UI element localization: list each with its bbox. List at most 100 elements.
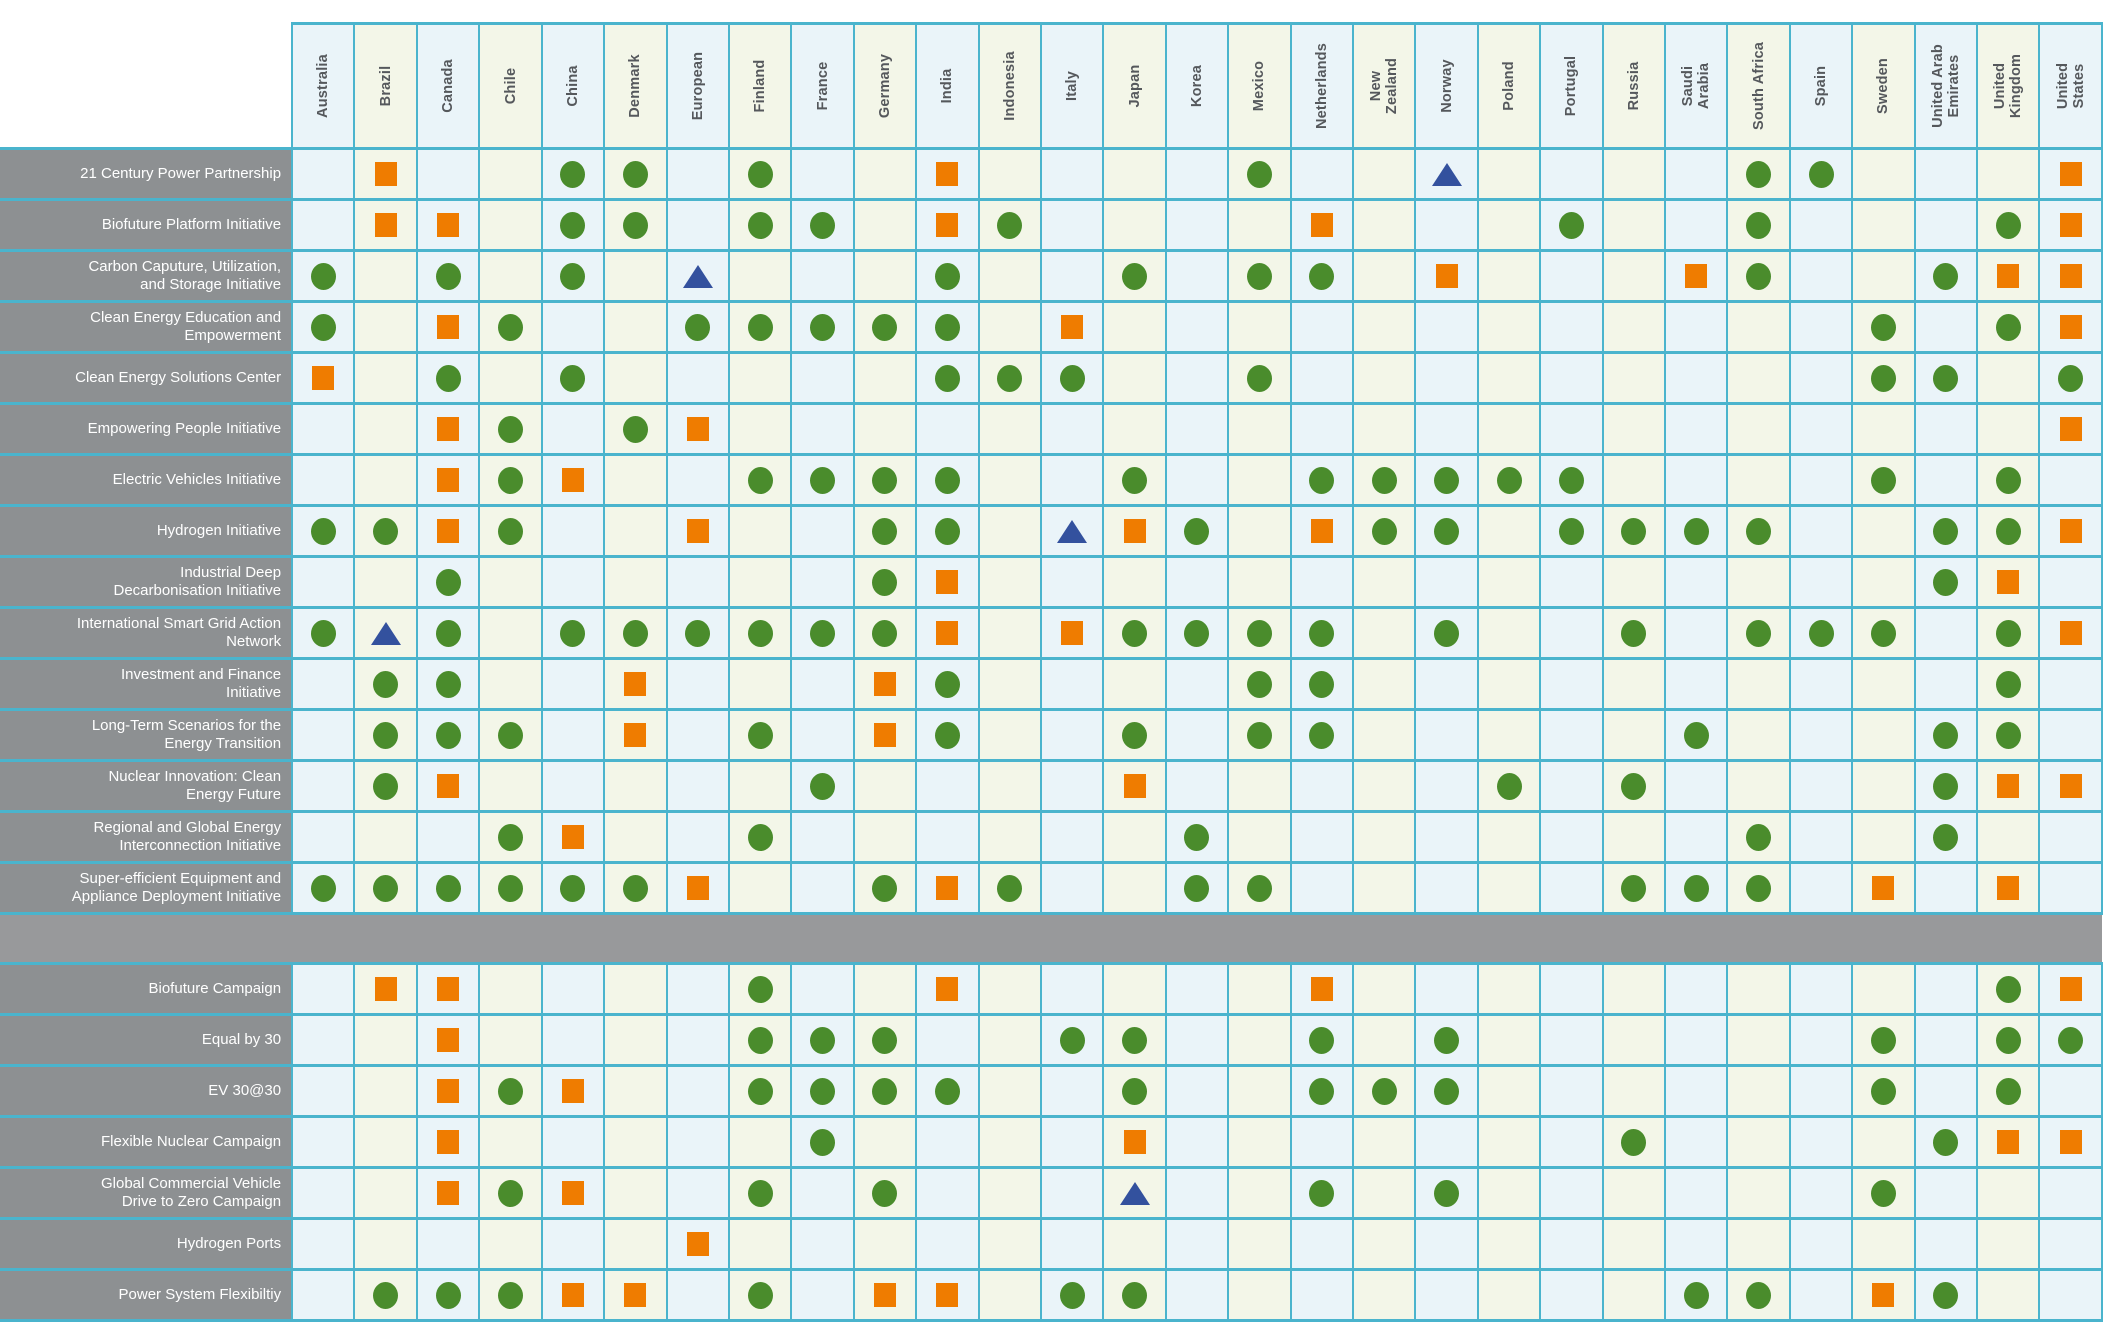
cell (1851, 658, 1915, 711)
row-label-equal-by-30: Equal by 30 (0, 1014, 293, 1067)
column-header-mexico: Mexico (1227, 22, 1291, 150)
cell (727, 556, 792, 609)
cell (415, 148, 480, 201)
square-marker (1435, 264, 1458, 288)
cell (540, 1065, 605, 1118)
cell (915, 607, 979, 660)
cell (1414, 1065, 1478, 1118)
cell (1351, 199, 1416, 252)
circle-marker (1746, 262, 1772, 290)
cell (915, 963, 979, 1016)
cell (291, 658, 355, 711)
cell (1539, 862, 1603, 915)
circle-marker (435, 670, 461, 698)
cell (1227, 1167, 1291, 1220)
cell (353, 760, 417, 813)
cell (727, 607, 792, 660)
cell (291, 1218, 355, 1271)
cell (540, 199, 605, 252)
square-marker (1310, 213, 1333, 237)
cell (1351, 658, 1416, 711)
cell (1539, 454, 1603, 507)
cell (1476, 1014, 1541, 1067)
cell (727, 862, 792, 915)
cell (665, 1167, 729, 1220)
cell (1913, 505, 1978, 558)
column-header-united-kingdom: United Kingdom (1976, 22, 2040, 150)
cell (1102, 148, 1166, 201)
cell (977, 607, 1041, 660)
column-header-portugal: Portugal (1539, 22, 1603, 150)
cell (1539, 1065, 1603, 1118)
cell (415, 1218, 480, 1271)
cell (665, 607, 729, 660)
cell (1664, 454, 1728, 507)
cell (1476, 352, 1541, 405)
circle-marker (1246, 364, 1272, 392)
cell (1164, 1218, 1229, 1271)
cell (1351, 250, 1416, 303)
cell (1788, 862, 1853, 915)
cell (1414, 1116, 1478, 1169)
cell (1601, 505, 1666, 558)
cell (603, 1167, 667, 1220)
square-marker (437, 1028, 460, 1052)
cell (353, 556, 417, 609)
cell (1913, 607, 1978, 660)
cell (1164, 403, 1229, 456)
cell (2038, 1269, 2103, 1322)
square-marker (437, 417, 460, 441)
cell (1726, 454, 1790, 507)
cell (291, 811, 355, 864)
cell (1476, 1167, 1541, 1220)
circle-marker (685, 313, 711, 341)
cell (1976, 1014, 2040, 1067)
cell (1601, 352, 1666, 405)
cell (540, 505, 605, 558)
cell (478, 1269, 542, 1322)
square-marker (1123, 1130, 1146, 1154)
cell (478, 148, 542, 201)
cell (1414, 760, 1478, 813)
cell (727, 301, 792, 354)
column-header-poland: Poland (1476, 22, 1541, 150)
cell (1851, 250, 1915, 303)
cell (790, 352, 854, 405)
column-header-russia: Russia (1601, 22, 1666, 150)
cell (1039, 1014, 1104, 1067)
cell (915, 1014, 979, 1067)
cell (1164, 352, 1229, 405)
cell (353, 199, 417, 252)
cell (1976, 811, 2040, 864)
cell (1726, 1116, 1790, 1169)
cell (1476, 148, 1541, 201)
cell (1788, 148, 1853, 201)
circle-marker (498, 1077, 523, 1105)
square-marker (1997, 876, 2020, 900)
cell (1788, 454, 1853, 507)
cell (1913, 1167, 1978, 1220)
cell (1976, 250, 2040, 303)
circle-marker (435, 262, 461, 290)
table-row: Global Commercial Vehicle Drive to Zero … (0, 1167, 2103, 1220)
cell (603, 862, 667, 915)
circle-marker (747, 466, 773, 494)
cell (977, 1269, 1041, 1322)
cell (727, 709, 792, 762)
cell (1539, 607, 1603, 660)
cell (1913, 250, 1978, 303)
cell (478, 658, 542, 711)
row-label-21-century-power-partnership: 21 Century Power Partnership (0, 147, 293, 201)
column-header-label: France (814, 61, 831, 111)
cell (852, 1014, 917, 1067)
table-row: Biofuture Platform Initiative (0, 199, 2103, 252)
cell (1664, 556, 1728, 609)
column-header-saudi-arabia: Saudi Arabia (1664, 22, 1728, 150)
cell (790, 760, 854, 813)
cell (1476, 760, 1541, 813)
cell (1227, 607, 1291, 660)
circle-marker (373, 1281, 399, 1309)
table-row: Clean Energy Education and Empowerment (0, 301, 2103, 354)
square-marker (873, 1283, 896, 1307)
